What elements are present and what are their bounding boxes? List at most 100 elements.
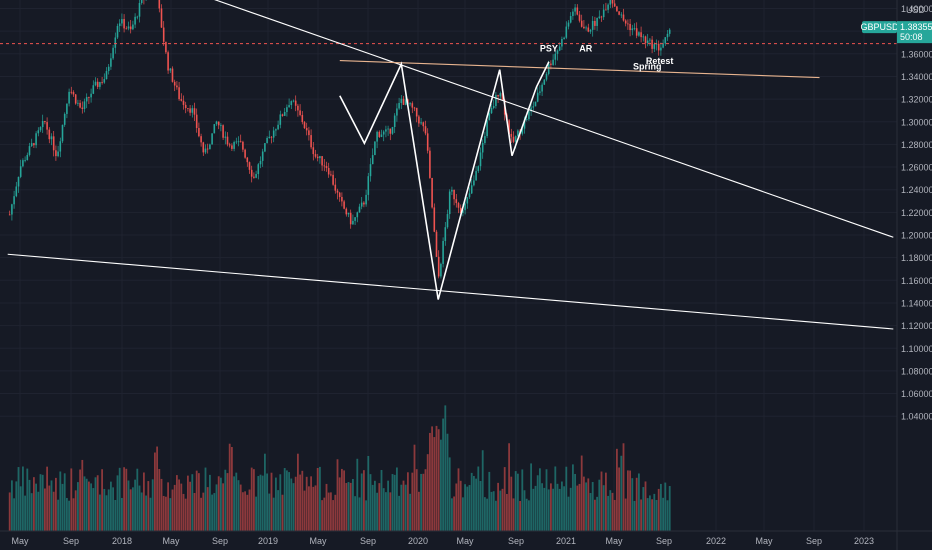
candle-body	[292, 100, 295, 102]
y-tick-label: 1.24000	[901, 185, 932, 195]
volume-bar	[270, 472, 273, 531]
candle-body	[114, 37, 117, 48]
volume-bar	[292, 483, 295, 531]
volume-bar	[88, 481, 90, 531]
y-tick-label: 1.16000	[901, 276, 932, 286]
volume-bar	[123, 467, 125, 531]
grid-lines	[0, 0, 897, 531]
volume-bar	[477, 466, 480, 531]
candle-body	[272, 130, 275, 138]
candle-body	[85, 97, 88, 102]
candle-body	[635, 28, 638, 36]
y-tick-label: 1.36000	[901, 49, 932, 59]
candle-body	[638, 32, 640, 36]
y-tick-label: 1.22000	[901, 208, 932, 218]
x-tick-label: May	[309, 536, 327, 546]
candle-body	[442, 240, 444, 264]
volume-bar	[138, 485, 141, 531]
volume-bar	[140, 492, 143, 531]
symbol-badge[interactable]	[862, 21, 897, 34]
candle-body	[220, 125, 222, 127]
volume-bar	[264, 453, 266, 531]
volume-bar	[444, 405, 447, 531]
volume-bar	[193, 492, 196, 531]
candle-body	[189, 108, 191, 113]
volume-bar	[63, 473, 66, 531]
candle-body	[391, 126, 394, 134]
time-axis[interactable]: May Sep 2018 May Sep 2019 May Sep 2020 May Sep 2021…	[0, 530, 932, 546]
candle-body	[627, 23, 629, 25]
volume-bar	[404, 484, 407, 531]
candle-body	[22, 160, 24, 167]
candle-body	[288, 105, 290, 108]
volume-bar	[187, 475, 189, 531]
volume-bar	[455, 483, 458, 531]
candle-body	[50, 136, 53, 140]
candle-body	[646, 40, 649, 44]
candle-body	[187, 108, 189, 109]
volume-bar	[101, 469, 103, 531]
candle-body	[556, 50, 559, 54]
volume-bar	[607, 495, 609, 531]
candle-body	[213, 124, 216, 134]
volume-bar	[374, 480, 376, 531]
volume-bar	[330, 492, 332, 531]
candle-body	[387, 128, 389, 130]
volume-bar	[191, 474, 194, 531]
volume-bar	[569, 487, 572, 531]
trendline-drawing[interactable]	[7, 253, 894, 330]
candle-body	[48, 129, 51, 140]
candle-body	[279, 114, 282, 125]
candle-body	[374, 141, 376, 156]
candle-body	[37, 130, 40, 134]
candle-body	[176, 85, 178, 88]
volume-bar	[299, 474, 301, 531]
candle-body	[195, 114, 198, 129]
volume-bar	[83, 476, 86, 531]
candle-body	[398, 102, 400, 109]
candle-body	[475, 171, 477, 181]
candle-body	[319, 156, 321, 159]
last-price-badge[interactable]	[897, 21, 932, 44]
volume-bar	[114, 499, 117, 531]
volume-bar	[457, 468, 460, 531]
volume-bar	[622, 443, 625, 531]
candle-body	[171, 68, 174, 82]
candle-body	[222, 125, 224, 138]
candle-body	[528, 111, 530, 120]
volume-bar	[349, 482, 352, 531]
volume-bar	[85, 478, 88, 531]
volume-bar	[28, 479, 31, 531]
price-axis[interactable]: USD1.400001.380001.360001.340001.320001.…	[860, 0, 932, 550]
drawings[interactable]	[0, 0, 897, 330]
volume-bar	[303, 490, 306, 531]
candle-body	[497, 94, 499, 97]
volume-bar	[15, 481, 18, 531]
volume-bar	[59, 471, 62, 531]
volume-bar	[565, 466, 568, 531]
volume-bar	[96, 475, 99, 531]
candle-body	[569, 16, 572, 23]
volume-bar	[158, 469, 161, 531]
candle-body	[655, 43, 658, 45]
candle-body	[308, 130, 310, 136]
candle-body	[611, 0, 614, 4]
x-tick-label: Sep	[806, 536, 822, 546]
candle-body	[26, 154, 29, 161]
candle-body	[651, 39, 653, 49]
volume-bar	[382, 488, 385, 531]
volume-bar	[220, 477, 222, 531]
volume-bar	[275, 477, 277, 531]
volume-bar	[550, 483, 552, 531]
candle-body	[233, 142, 235, 149]
trendline-drawing[interactable]	[143, 0, 894, 238]
neckline-drawing[interactable]	[339, 60, 820, 79]
w-pattern-drawing[interactable]	[339, 61, 550, 300]
candle-body	[393, 115, 396, 127]
candle-body	[598, 16, 601, 18]
volume-bar	[325, 483, 328, 531]
volume-bar	[237, 480, 240, 531]
volume-bar	[602, 485, 605, 531]
candle-body	[264, 143, 266, 152]
